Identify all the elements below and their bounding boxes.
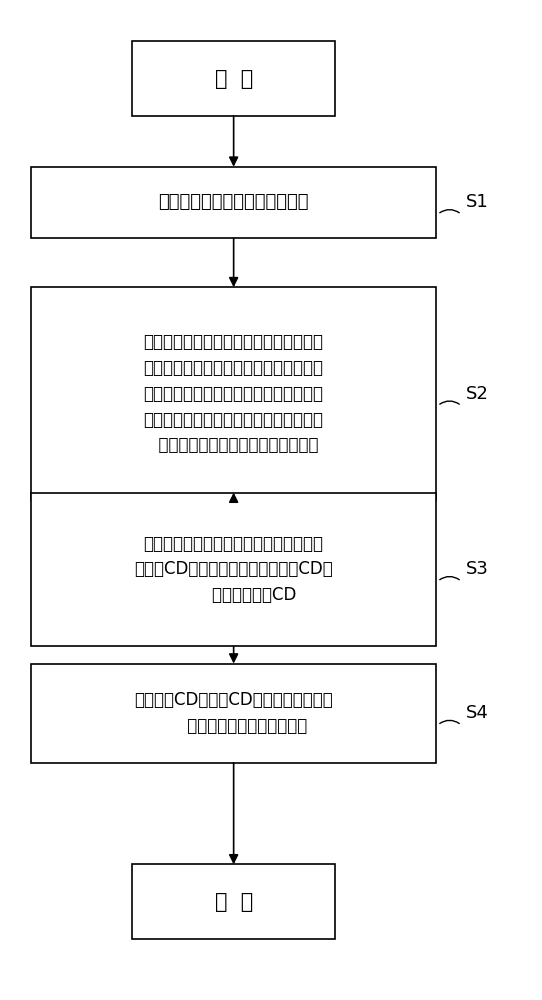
Bar — [31, 287, 436, 500]
Text: S3: S3 — [466, 560, 489, 578]
Bar — [132, 864, 335, 939]
Text: 开  始: 开 始 — [215, 69, 253, 89]
Bar — [132, 41, 335, 116]
Text: 结  束: 结 束 — [215, 892, 253, 912]
Text: 图形化光阻，形成光阻图形；其中，光阻
图形具有至少一个受到光刻机机台内部的
氨气影响的第一区域和至少一个未受到光
刻机机台内部的氨气影响的第二区域，第
  一区: 图形化光阻，形成光阻图形；其中，光阻 图形具有至少一个受到光刻机机台内部的 氨气… — [144, 333, 324, 454]
Bar — [31, 493, 436, 646]
Text: S4: S4 — [466, 704, 489, 722]
Text: S2: S2 — [466, 385, 489, 403]
Text: 选取至少一个第一区域和至少一个第二区
域进行CD量测，得到至少一个第一CD和
        至少一个第二CD: 选取至少一个第一区域和至少一个第二区 域进行CD量测，得到至少一个第一CD和 至… — [134, 535, 333, 604]
Bar — [31, 167, 436, 238]
Bar — [31, 664, 436, 763]
Text: 提供一晶圆，在晶圆上形成光阻: 提供一晶圆，在晶圆上形成光阻 — [158, 193, 309, 211]
Text: S1: S1 — [466, 193, 488, 211]
Text: 根据第一CD和第二CD的尺寸差异，计算
     光刻机机台内部的氨气浓度: 根据第一CD和第二CD的尺寸差异，计算 光刻机机台内部的氨气浓度 — [134, 691, 333, 735]
